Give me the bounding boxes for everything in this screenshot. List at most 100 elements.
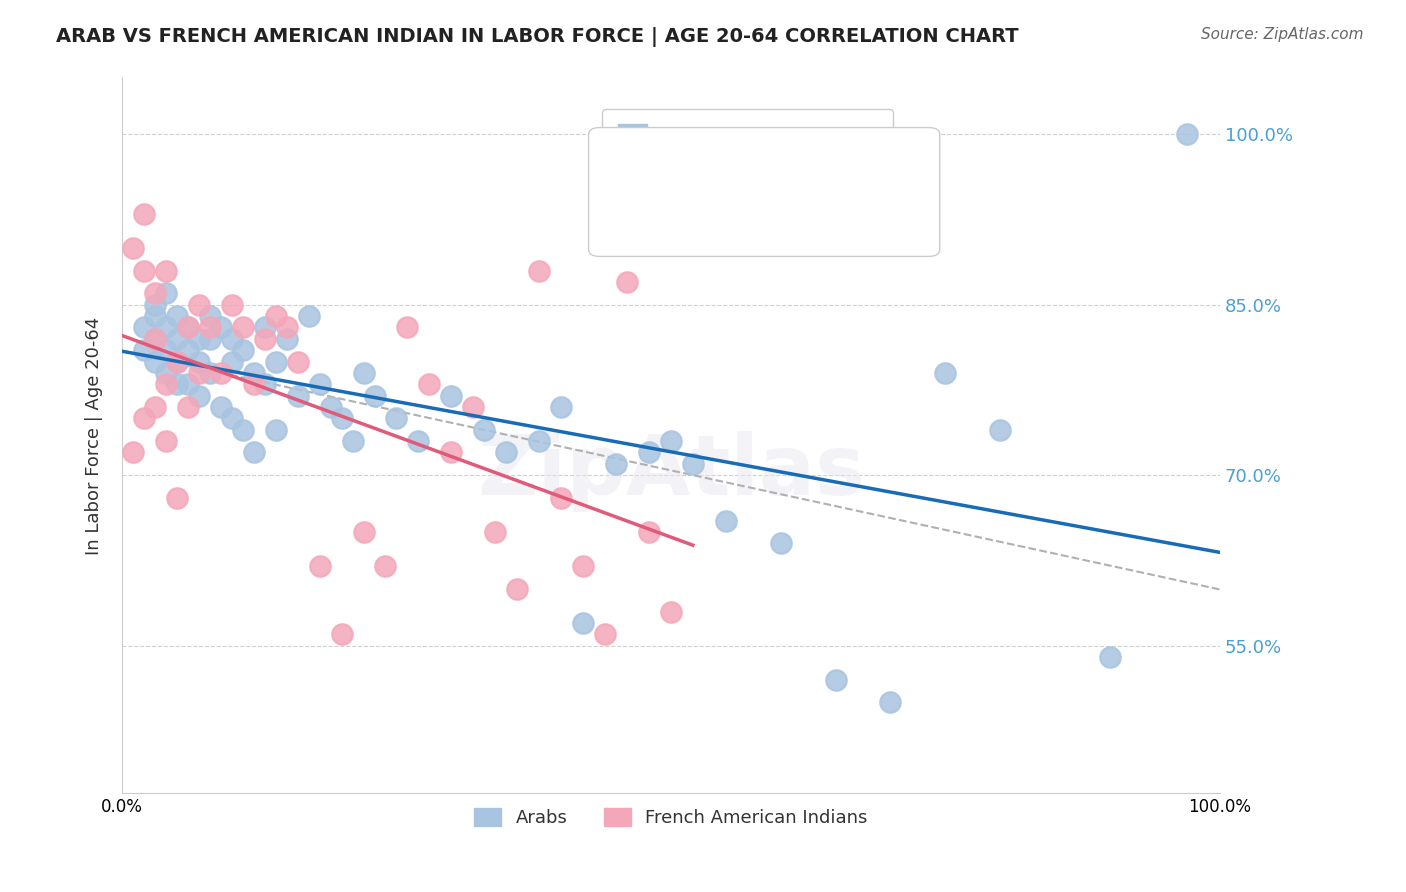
Point [824,673,846,687]
Point [143,332,166,346]
Point [605,457,627,471]
Point [187,354,209,368]
Point [122,241,145,255]
Point [638,524,661,539]
Point [308,377,330,392]
Point [166,354,188,368]
Point [143,309,166,323]
Point [330,411,353,425]
Point [572,615,595,630]
Point [264,354,287,368]
Point [155,434,177,448]
Point [198,320,221,334]
Point [155,377,177,392]
Point [242,377,264,392]
Point [440,445,463,459]
Point [276,320,298,334]
Point [353,366,375,380]
Point [879,695,901,709]
Point [550,400,572,414]
Point [659,605,682,619]
Point [232,343,254,358]
Point [682,457,704,471]
Point [593,627,616,641]
Point [232,320,254,334]
Point [166,354,188,368]
Text: ZipAtlas: ZipAtlas [477,431,865,512]
Point [187,366,209,380]
Point [638,445,661,459]
Point [166,377,188,392]
Point [1098,650,1121,665]
Point [1175,128,1198,142]
Point [264,309,287,323]
Point [132,411,155,425]
Point [155,366,177,380]
Point [253,320,276,334]
Point [143,286,166,301]
Point [187,298,209,312]
Point [342,434,364,448]
Point [527,263,550,277]
Point [155,286,177,301]
Point [408,434,430,448]
Point [166,309,188,323]
Point [330,627,353,641]
Point [187,332,209,346]
Point [198,366,221,380]
Point [177,400,200,414]
Point [714,514,737,528]
Point [177,320,200,334]
Point [484,524,506,539]
Point [155,263,177,277]
Point [198,309,221,323]
Point [143,332,166,346]
Point [221,298,243,312]
Point [242,366,264,380]
Legend: Arabs, French American Indians: Arabs, French American Indians [467,801,875,834]
Point [177,343,200,358]
Point [242,445,264,459]
Point [298,309,321,323]
Point [132,343,155,358]
Point [198,332,221,346]
FancyBboxPatch shape [589,128,939,256]
Point [143,298,166,312]
Point [319,400,342,414]
Point [253,332,276,346]
Point [463,400,485,414]
Point [659,434,682,448]
Point [132,207,155,221]
Point [396,320,419,334]
Point [221,411,243,425]
Point [187,389,209,403]
Point [287,389,309,403]
Point [385,411,408,425]
Point [253,377,276,392]
Point [132,320,155,334]
Point [264,423,287,437]
Point [527,434,550,448]
Point [232,423,254,437]
Point [374,559,396,574]
Y-axis label: In Labor Force | Age 20-64: In Labor Force | Age 20-64 [86,317,103,555]
Text: ARAB VS FRENCH AMERICAN INDIAN IN LABOR FORCE | AGE 20-64 CORRELATION CHART: ARAB VS FRENCH AMERICAN INDIAN IN LABOR … [56,27,1019,46]
Point [440,389,463,403]
Point [769,536,792,550]
Point [132,263,155,277]
Point [353,524,375,539]
Point [418,377,440,392]
Point [177,320,200,334]
Point [166,491,188,505]
Point [472,423,495,437]
Point [616,275,638,289]
Point [276,332,298,346]
Point [166,332,188,346]
Point [287,354,309,368]
Point [177,377,200,392]
Point [155,343,177,358]
Point [122,445,145,459]
Point [550,491,572,505]
Point [143,354,166,368]
Point [209,400,232,414]
